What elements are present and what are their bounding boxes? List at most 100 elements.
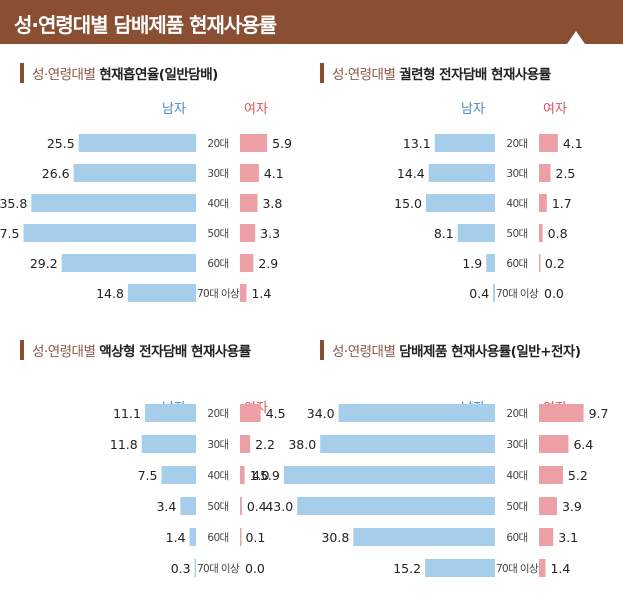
data-label-male: 30.8: [321, 530, 349, 545]
data-label-male: 25.5: [47, 136, 75, 151]
category-label: 30대: [506, 439, 527, 451]
bar-female: [539, 404, 584, 422]
data-label-female: 5.9: [272, 136, 292, 151]
bar-female: [539, 224, 543, 242]
data-label-male: 15.2: [393, 561, 421, 576]
bar-male: [141, 435, 196, 453]
bar-male: [194, 559, 196, 577]
bar-male: [486, 254, 495, 272]
title-marker: [320, 63, 324, 83]
data-label-male: 0.3: [171, 561, 191, 576]
category-label: 40대: [506, 470, 527, 482]
bar-male: [73, 164, 196, 182]
data-label-female: 4.1: [264, 166, 284, 181]
bar-female: [240, 254, 254, 272]
data-label-female: 3.1: [558, 530, 578, 545]
bar-female: [240, 404, 261, 422]
bar-male: [297, 497, 495, 515]
data-label-male: 38.0: [288, 437, 316, 452]
bar-male: [127, 284, 196, 302]
category-label: 20대: [207, 408, 228, 420]
data-label-male: 34.0: [307, 406, 335, 421]
bar-male: [425, 559, 495, 577]
legend-male: 남자: [461, 102, 485, 117]
bar-female: [539, 194, 547, 212]
category-label: 50대: [506, 501, 527, 513]
bar-male: [353, 528, 495, 546]
chart-title: 성·연령대별 현재흡연율(일반담배): [32, 66, 218, 83]
bar-male: [78, 134, 196, 152]
legend-female: 여자: [543, 102, 567, 117]
data-label-female: 1.4: [550, 561, 570, 576]
bar-female: [539, 134, 558, 152]
category-label: 50대: [207, 501, 228, 513]
category-label: 20대: [506, 138, 527, 150]
bar-female: [240, 224, 256, 242]
category-label: 70대 이상: [197, 288, 240, 300]
data-label-female: 3.9: [562, 499, 582, 514]
bar-female: [240, 497, 242, 515]
data-label-male: 15.0: [394, 196, 422, 211]
data-label-female: 0.0: [544, 286, 564, 301]
category-label: 40대: [506, 198, 527, 210]
bar-female: [539, 466, 563, 484]
title-marker: [20, 340, 24, 360]
category-label: 60대: [506, 532, 527, 544]
bar-male: [338, 404, 495, 422]
bar-female: [539, 559, 546, 577]
chart-title-prefix: 성·연령대별: [332, 67, 399, 83]
data-label-female: 2.9: [258, 256, 278, 271]
category-label: 20대: [207, 138, 228, 150]
data-label-female: 1.0: [250, 468, 270, 483]
bar-female: [539, 435, 569, 453]
data-label-male: 45.9: [252, 468, 280, 483]
chart-panel-4: 성·연령대별 담배제품 현재사용률(일반+전자)남자여자34.020대9.738…: [252, 340, 609, 577]
data-label-male: 43.0: [265, 499, 293, 514]
data-label-female: 9.7: [589, 406, 609, 421]
bar-female: [240, 528, 242, 546]
data-label-female: 1.4: [251, 286, 271, 301]
bar-male: [144, 404, 196, 422]
bar-male: [320, 435, 495, 453]
chart-title-prefix: 성·연령대별: [32, 67, 99, 83]
data-label-female: 6.4: [573, 437, 593, 452]
category-label: 20대: [506, 408, 527, 420]
chart-title-prefix: 성·연령대별: [32, 344, 99, 360]
data-label-male: 35.8: [0, 196, 27, 211]
data-label-male: 1.9: [462, 256, 482, 271]
data-label-male: 13.1: [403, 136, 431, 151]
bar-male: [426, 194, 495, 212]
data-label-female: 0.2: [545, 256, 565, 271]
bar-female: [539, 254, 541, 272]
header-bar: 성·연령대별 담배제품 현재사용률: [0, 0, 623, 44]
bar-female: [539, 497, 557, 515]
data-label-male: 11.8: [110, 437, 138, 452]
data-label-female: 0.4: [247, 499, 267, 514]
chart-panel-1: 성·연령대별 현재흡연율(일반담배) 남자 여자 25.5 20대 5.9 26.6 30대 4…: [0, 63, 292, 302]
data-label-female: 1.7: [552, 196, 572, 211]
bar-male: [180, 497, 196, 515]
bar-male: [161, 466, 196, 484]
bar-male: [457, 224, 495, 242]
data-label-male: 14.4: [397, 166, 425, 181]
data-label-female: 0.0: [245, 561, 265, 576]
bar-female: [240, 466, 245, 484]
data-label-female: 2.2: [255, 437, 275, 452]
bar-male: [189, 528, 196, 546]
data-label-male: 7.5: [138, 468, 158, 483]
chart-title-main: 현재흡연율(일반담배): [99, 66, 218, 83]
category-label: 50대: [207, 228, 228, 240]
bar-male: [31, 194, 196, 212]
legend-female: 여자: [244, 102, 268, 117]
chart-title: 성·연령대별 담배제품 현재사용률(일반+전자): [332, 343, 581, 360]
data-label-female: 3.8: [262, 196, 282, 211]
bar-male: [434, 134, 495, 152]
category-label: 50대: [506, 228, 527, 240]
bar-female: [240, 134, 268, 152]
bar-female: [240, 194, 258, 212]
category-label: 60대: [207, 258, 228, 270]
bar-male: [493, 284, 495, 302]
data-label-male: 14.8: [96, 286, 124, 301]
